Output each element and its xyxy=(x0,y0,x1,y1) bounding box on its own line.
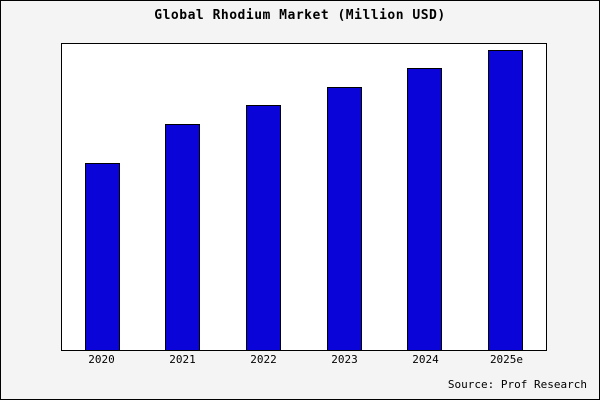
bar-2020 xyxy=(84,163,120,350)
x-tick-label-2025e: 2025e xyxy=(489,353,524,366)
plot-area xyxy=(61,43,547,351)
chart-title: Global Rhodium Market (Million USD) xyxy=(154,8,446,23)
bar-2022 xyxy=(246,105,282,350)
x-tick-label-2020: 2020 xyxy=(88,353,115,366)
bar-2023 xyxy=(326,86,362,350)
x-tick-label-2024: 2024 xyxy=(412,353,439,366)
x-tick-label-2022: 2022 xyxy=(250,353,277,366)
bars-container xyxy=(62,44,546,350)
bar-2025e xyxy=(488,50,524,350)
x-tick-label-2023: 2023 xyxy=(331,353,358,366)
bar-2021 xyxy=(165,123,201,350)
x-axis-labels: 2020 2021 2022 2023 2024 2025e xyxy=(61,353,547,366)
source-text: Source: Prof Research xyxy=(447,378,587,391)
bar-2024 xyxy=(407,68,443,350)
x-tick-label-2021: 2021 xyxy=(169,353,196,366)
